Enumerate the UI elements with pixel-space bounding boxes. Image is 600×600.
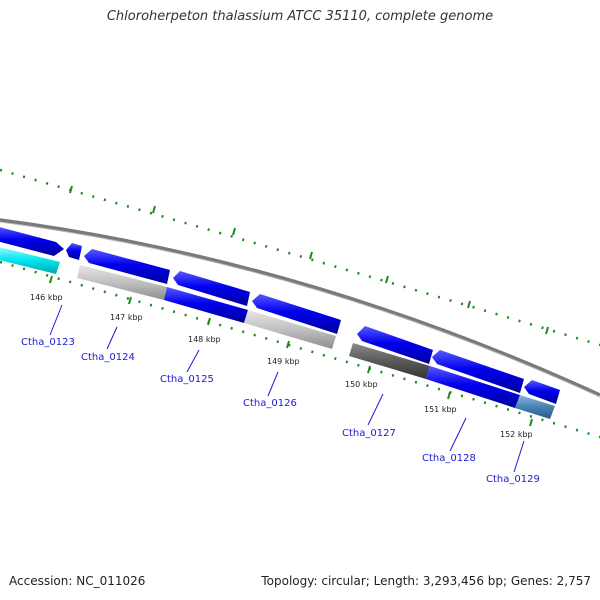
gene-feature-gray-1[interactable] (77, 265, 167, 300)
gene-label-ctha-0124[interactable]: Ctha_0124 (81, 352, 135, 363)
gene-track-second (0, 246, 555, 419)
gene-feature-f[interactable] (357, 326, 433, 364)
gene-feature-cyan[interactable] (0, 246, 60, 274)
inner-dotted-arc (0, 260, 600, 439)
gene-feature-steel[interactable] (515, 395, 555, 419)
gene-label-ctha-0125[interactable]: Ctha_0125 (160, 374, 214, 385)
tick-label: 147 kbp (110, 313, 143, 322)
gene-feature-b[interactable] (66, 243, 82, 260)
gene-label-ctha-0123[interactable]: Ctha_0123 (21, 337, 75, 348)
outer-dotted-arc (0, 168, 600, 347)
tick-label: 146 kbp (30, 293, 63, 302)
gene-track-forward (0, 226, 560, 404)
gene-feature-gray-2[interactable] (244, 310, 336, 349)
gene-feature-blue-2[interactable] (164, 287, 248, 323)
gene-label-ctha-0127[interactable]: Ctha_0127 (342, 428, 396, 439)
gene-label-ctha-0128[interactable]: Ctha_0128 (422, 453, 476, 464)
gene-feature-e[interactable] (252, 294, 341, 334)
gene-feature-c[interactable] (84, 249, 170, 284)
genome-backbone (0, 218, 600, 397)
topology-text: Topology: circular; Length: 3,293,456 bp… (261, 574, 591, 588)
gene-feature-a[interactable] (0, 226, 64, 256)
gene-feature-d[interactable] (173, 271, 250, 306)
tick-label: 149 kbp (267, 357, 300, 366)
gene-feature-dark[interactable] (349, 343, 430, 379)
gene-callout-lines (49, 304, 525, 473)
gene-feature-h[interactable] (524, 380, 560, 404)
tick-label: 151 kbp (424, 405, 457, 414)
tick-label: 148 kbp (188, 335, 221, 344)
inner-major-ticks (49, 275, 533, 427)
gene-feature-g[interactable] (432, 350, 524, 393)
tick-label: 152 kbp (500, 430, 533, 439)
gene-label-ctha-0126[interactable]: Ctha_0126 (243, 398, 297, 409)
map-title: Chloroherpeton thalassium ATCC 35110, co… (106, 9, 494, 24)
tick-label: 150 kbp (345, 380, 378, 389)
gene-feature-blue-3[interactable] (426, 366, 520, 408)
accession-text: Accession: NC_011026 (9, 574, 146, 588)
outer-major-ticks (69, 185, 549, 335)
gene-labels: Ctha_0123 Ctha_0124 Ctha_0125 Ctha_0126 … (21, 337, 540, 485)
scale-labels: 146 kbp 147 kbp 148 kbp 149 kbp 150 kbp … (30, 293, 533, 439)
gene-label-ctha-0129[interactable]: Ctha_0129 (486, 474, 540, 485)
